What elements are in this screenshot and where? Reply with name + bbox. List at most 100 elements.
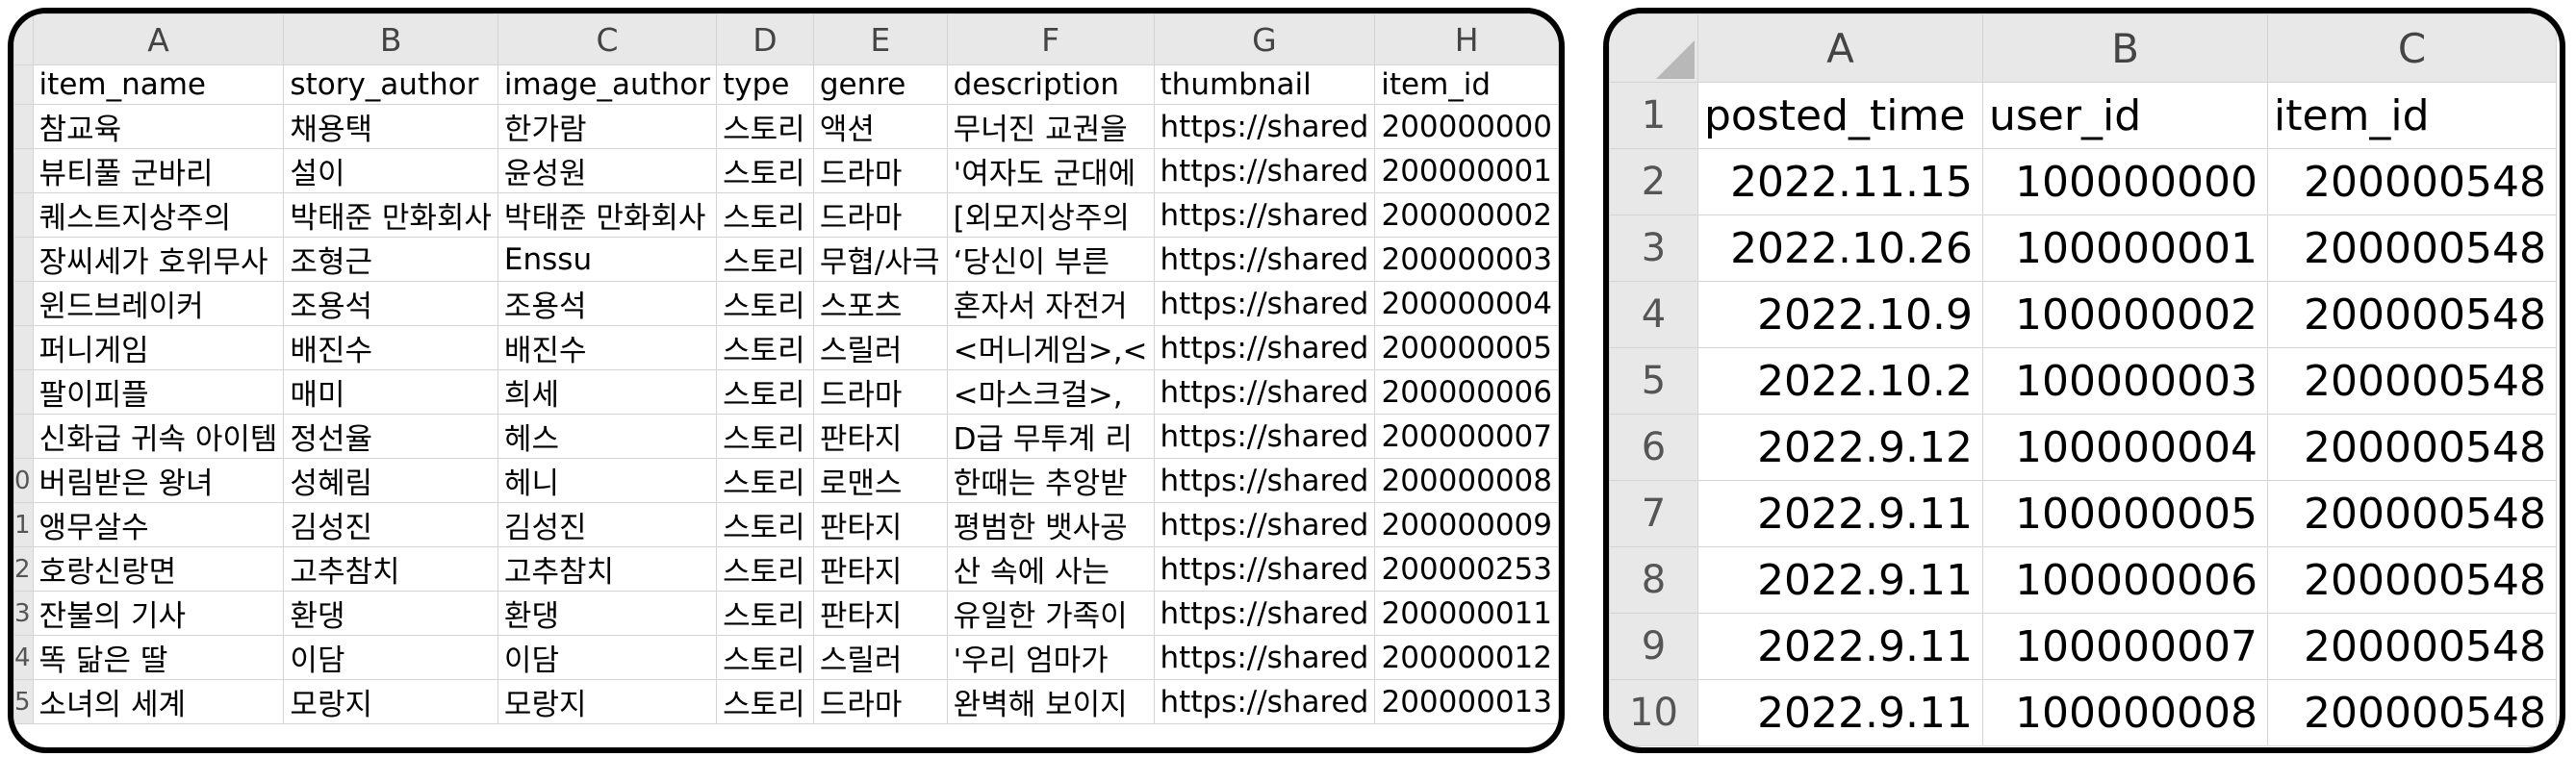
cell[interactable]: 2022.9.11 bbox=[1697, 613, 1983, 680]
cell[interactable]: 2022.10.26 bbox=[1697, 214, 1983, 282]
row-header[interactable] bbox=[13, 192, 34, 238]
cell[interactable]: 스토리 bbox=[716, 192, 814, 238]
cell[interactable]: 완벽해 보이지 bbox=[946, 679, 1155, 724]
cell[interactable]: 200000004 bbox=[1374, 281, 1559, 326]
cell[interactable]: 잔불의 기사 bbox=[32, 591, 285, 636]
row-header[interactable]: 9 bbox=[1609, 613, 1698, 680]
cell[interactable]: 스토리 bbox=[716, 458, 814, 503]
column-header-d[interactable]: D bbox=[716, 13, 814, 65]
cell[interactable]: 200000548 bbox=[2267, 148, 2557, 215]
row-header[interactable]: 7 bbox=[1609, 480, 1698, 547]
cell[interactable]: 정선율 bbox=[283, 414, 498, 459]
cell[interactable]: 채용택 bbox=[283, 104, 498, 149]
cell[interactable]: 판타지 bbox=[812, 414, 948, 459]
cell[interactable]: 고추참치 bbox=[283, 546, 498, 592]
cell[interactable]: 로맨스 bbox=[812, 458, 948, 503]
cell[interactable]: 2022.9.11 bbox=[1697, 480, 1983, 547]
row-header[interactable] bbox=[13, 237, 34, 282]
row-header[interactable]: 5 bbox=[1609, 347, 1698, 415]
row-header[interactable]: 10 bbox=[1609, 679, 1698, 746]
column-header-g[interactable]: G bbox=[1153, 13, 1376, 65]
cell[interactable]: 2022.10.9 bbox=[1697, 281, 1983, 348]
cell[interactable]: type bbox=[716, 64, 814, 105]
cell[interactable]: https://shared bbox=[1153, 591, 1376, 636]
cell[interactable]: 스토리 bbox=[716, 591, 814, 636]
cell[interactable]: story_author bbox=[283, 64, 498, 105]
cell[interactable]: 액션 bbox=[812, 104, 948, 149]
cell[interactable]: '여자도 군대에 bbox=[946, 148, 1155, 193]
cell[interactable]: 200000253 bbox=[1374, 546, 1559, 592]
cell[interactable]: 200000548 bbox=[2267, 281, 2557, 348]
row-header[interactable]: 4 bbox=[1609, 281, 1698, 348]
cell[interactable]: 스토리 bbox=[716, 104, 814, 149]
cell[interactable]: 100000004 bbox=[1982, 414, 2268, 481]
cell[interactable]: 판타지 bbox=[812, 591, 948, 636]
cell[interactable]: 앵무살수 bbox=[32, 502, 285, 547]
cell[interactable]: https://shared bbox=[1153, 679, 1376, 724]
cell[interactable]: 배진수 bbox=[497, 325, 718, 370]
cell[interactable]: 퀘스트지상주의 bbox=[32, 192, 285, 238]
cell[interactable]: 200000548 bbox=[2267, 546, 2557, 614]
row-header[interactable]: 1 bbox=[13, 502, 34, 547]
cell[interactable]: 스토리 bbox=[716, 414, 814, 459]
cell[interactable]: https://shared bbox=[1153, 148, 1376, 193]
cell[interactable]: 스토리 bbox=[716, 325, 814, 370]
cell[interactable]: [외모지상주의 bbox=[946, 192, 1155, 238]
cell[interactable]: 똑 닮은 딸 bbox=[32, 635, 285, 680]
cell[interactable]: 200000005 bbox=[1374, 325, 1559, 370]
cell[interactable]: 스릴러 bbox=[812, 635, 948, 680]
row-header[interactable]: 8 bbox=[1609, 546, 1698, 614]
column-header-a[interactable]: A bbox=[32, 13, 285, 65]
cell[interactable]: 호랑신랑면 bbox=[32, 546, 285, 592]
cell[interactable]: 2022.9.12 bbox=[1697, 414, 1983, 481]
cell[interactable]: item_id bbox=[2267, 82, 2557, 149]
cell[interactable]: 스토리 bbox=[716, 148, 814, 193]
row-header[interactable]: 0 bbox=[13, 458, 34, 503]
cell[interactable]: 스토리 bbox=[716, 369, 814, 415]
cell[interactable]: 200000548 bbox=[2267, 214, 2557, 282]
cell[interactable]: 스토리 bbox=[716, 237, 814, 282]
row-header[interactable]: 3 bbox=[13, 591, 34, 636]
cell[interactable]: 신화급 귀속 아이템 bbox=[32, 414, 285, 459]
cell[interactable]: item_id bbox=[1374, 64, 1559, 105]
select-all-corner[interactable] bbox=[1609, 13, 1698, 83]
cell[interactable]: 혼자서 자전거 bbox=[946, 281, 1155, 326]
cell[interactable]: '우리 엄마가 bbox=[946, 635, 1155, 680]
column-header-f[interactable]: F bbox=[946, 13, 1155, 65]
cell[interactable]: 200000548 bbox=[2267, 613, 2557, 680]
cell[interactable]: 2022.11.15 bbox=[1697, 148, 1983, 215]
cell[interactable]: 2022.10.2 bbox=[1697, 347, 1983, 415]
cell[interactable]: ‘당신이 부른 bbox=[946, 237, 1155, 282]
cell[interactable]: 100000000 bbox=[1982, 148, 2268, 215]
cell[interactable]: 참교육 bbox=[32, 104, 285, 149]
cell[interactable]: 스토리 bbox=[716, 546, 814, 592]
cell[interactable]: 200000548 bbox=[2267, 347, 2557, 415]
cell[interactable]: 100000002 bbox=[1982, 281, 2268, 348]
row-header[interactable] bbox=[13, 325, 34, 370]
row-header[interactable] bbox=[13, 148, 34, 193]
cell[interactable]: 100000001 bbox=[1982, 214, 2268, 282]
cell[interactable]: 2022.9.11 bbox=[1697, 546, 1983, 614]
cell[interactable]: 조형근 bbox=[283, 237, 498, 282]
cell[interactable]: 모랑지 bbox=[283, 679, 498, 724]
cell[interactable]: <머니게임>,< bbox=[946, 325, 1155, 370]
cell[interactable]: item_name bbox=[32, 64, 285, 105]
row-header[interactable]: 2 bbox=[13, 546, 34, 592]
cell[interactable]: description bbox=[946, 64, 1155, 105]
cell[interactable]: 200000011 bbox=[1374, 591, 1559, 636]
cell[interactable]: 장씨세가 호위무사 bbox=[32, 237, 285, 282]
cell[interactable]: 모랑지 bbox=[497, 679, 718, 724]
cell[interactable]: 윈드브레이커 bbox=[32, 281, 285, 326]
cell[interactable]: 드라마 bbox=[812, 192, 948, 238]
cell[interactable]: 200000002 bbox=[1374, 192, 1559, 238]
select-all-corner[interactable] bbox=[13, 13, 34, 65]
cell[interactable]: 조용석 bbox=[283, 281, 498, 326]
cell[interactable]: 200000001 bbox=[1374, 148, 1559, 193]
column-header-e[interactable]: E bbox=[812, 13, 948, 65]
cell[interactable]: 헤니 bbox=[497, 458, 718, 503]
cell[interactable]: https://shared bbox=[1153, 369, 1376, 415]
cell[interactable]: 희세 bbox=[497, 369, 718, 415]
cell[interactable]: user_id bbox=[1982, 82, 2268, 149]
row-header[interactable] bbox=[13, 64, 34, 105]
cell[interactable]: https://shared bbox=[1153, 414, 1376, 459]
